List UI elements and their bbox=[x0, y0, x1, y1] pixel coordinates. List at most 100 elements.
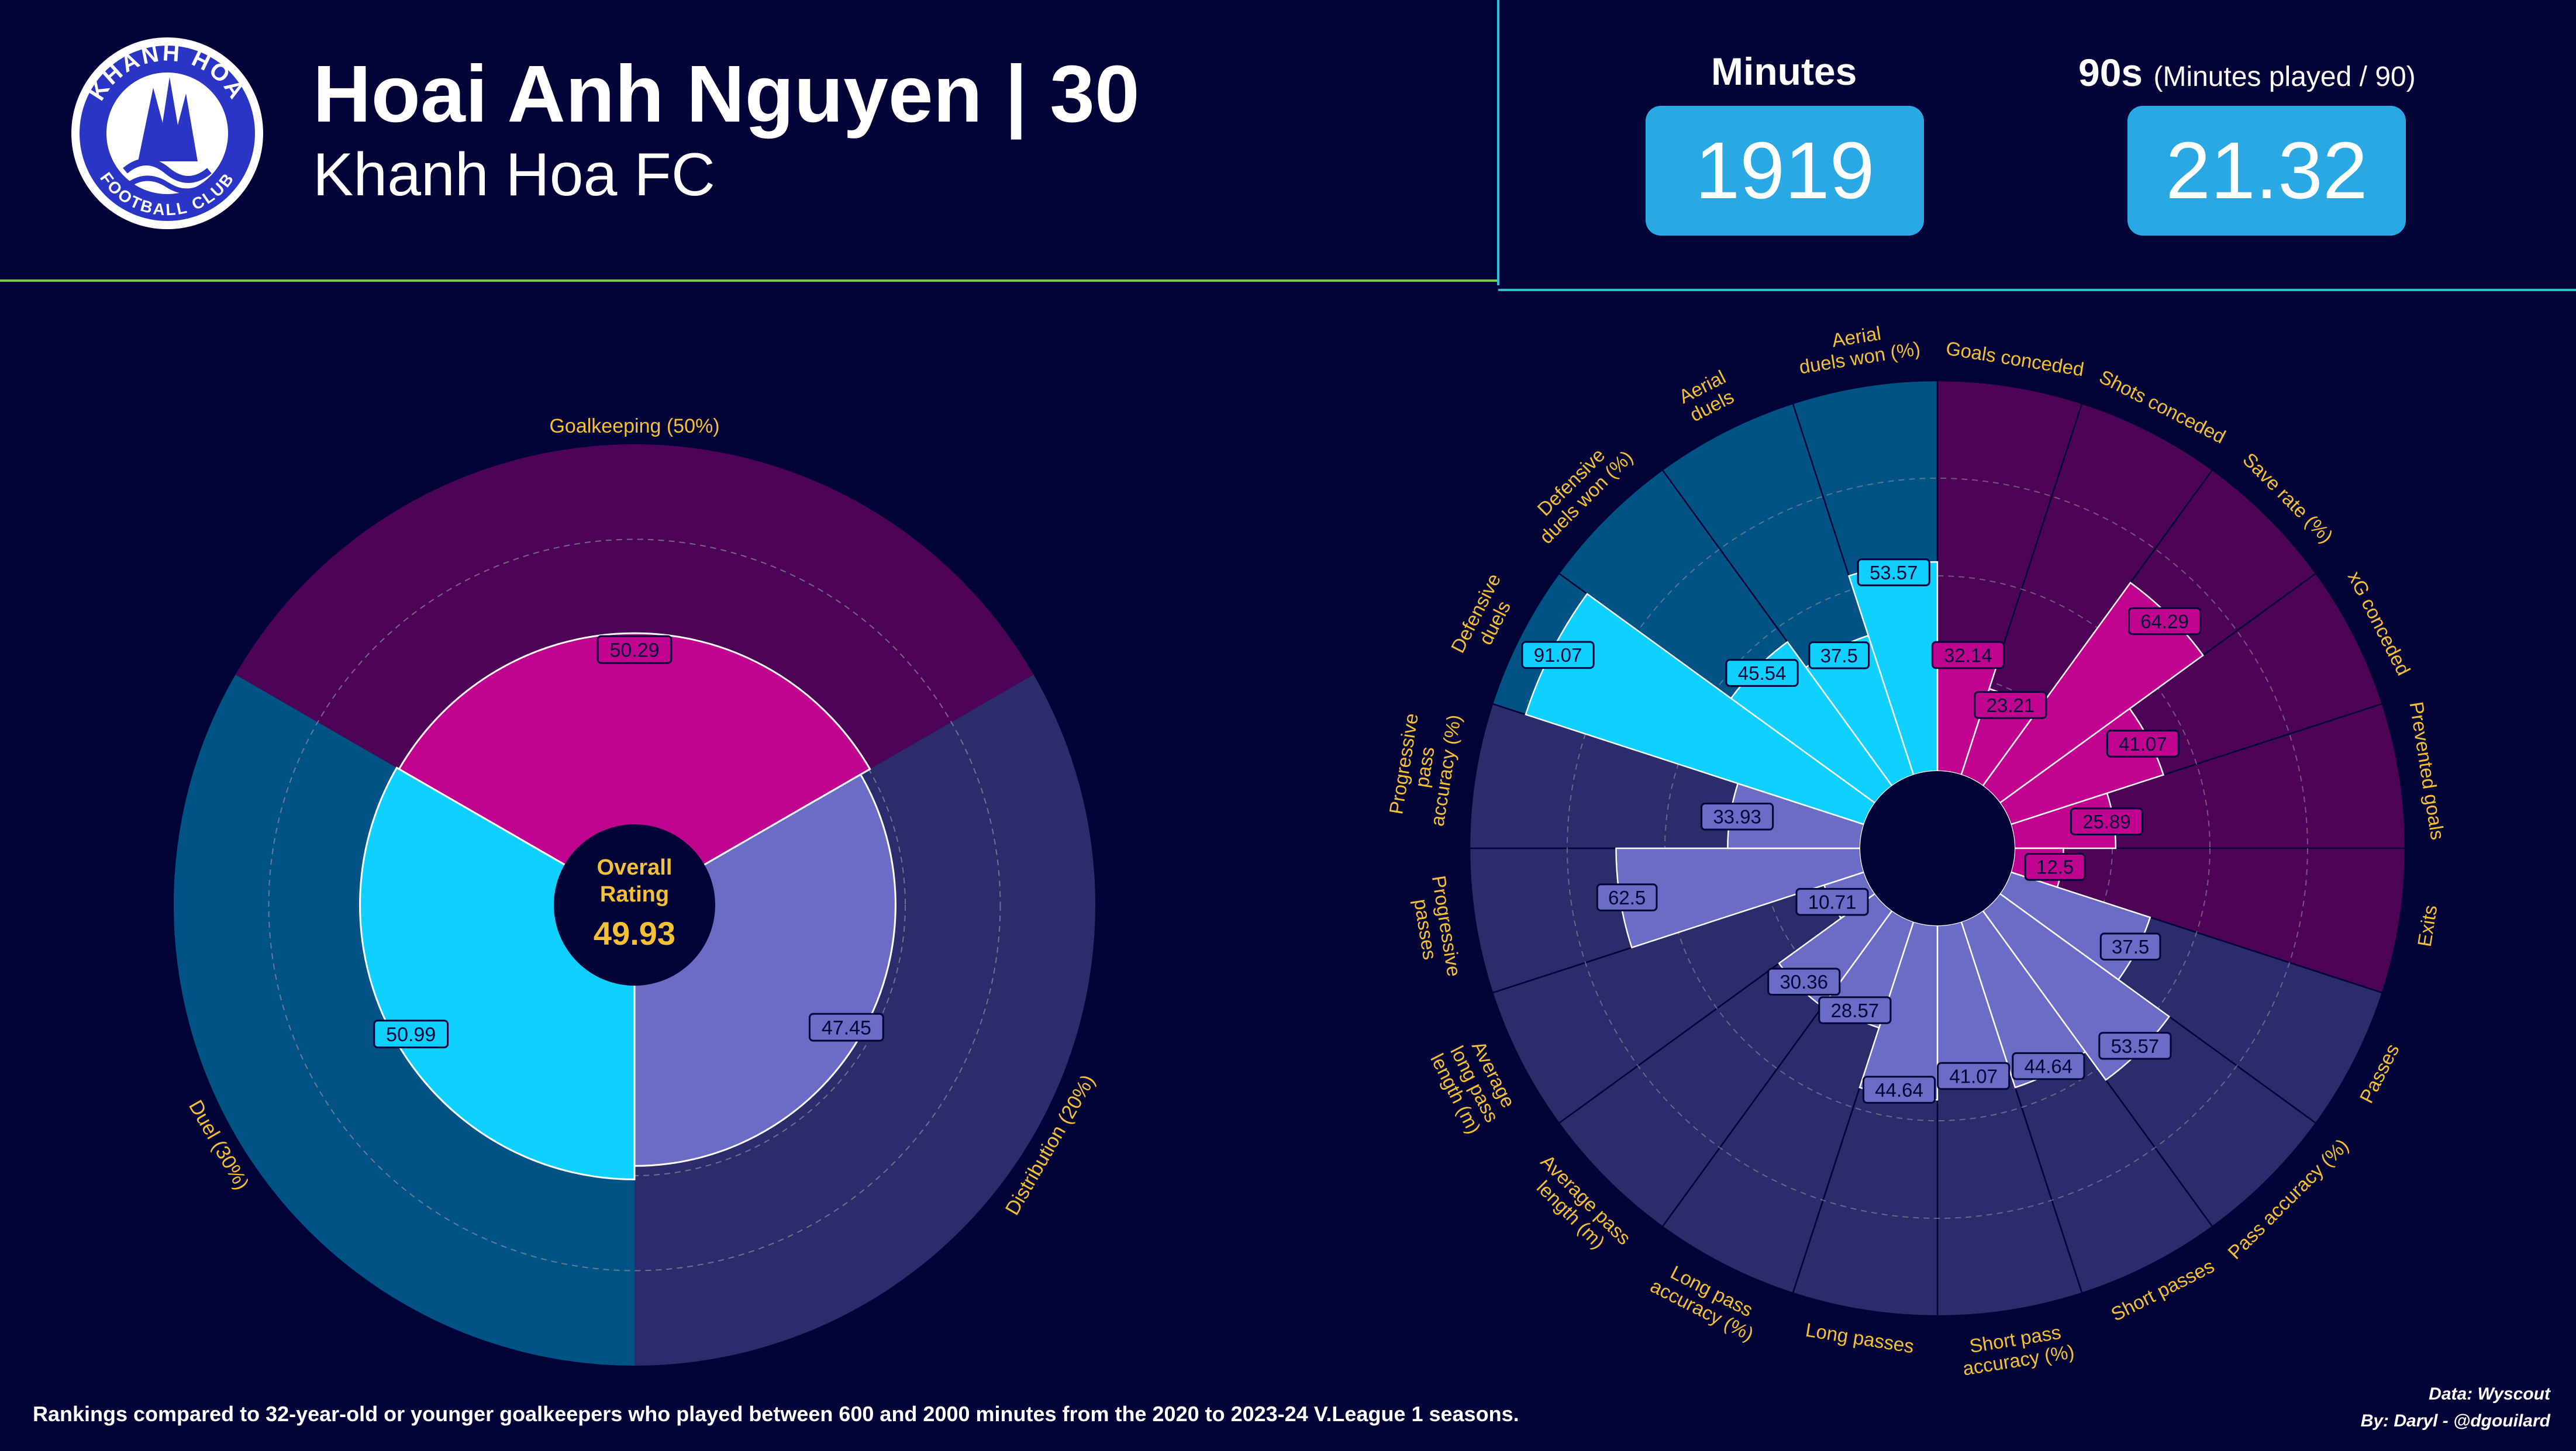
metric-value-label-box bbox=[1931, 641, 2005, 669]
nineties-label: 90s bbox=[2078, 51, 2143, 94]
metric-value-label-text: 41.07 bbox=[2119, 733, 2167, 755]
metric-value-label: 12.5 bbox=[2024, 853, 2086, 881]
metric-value-label: 28.57 bbox=[1818, 996, 1892, 1024]
metric-value-label-box bbox=[2099, 932, 2161, 961]
metric-value-label-text: 12.5 bbox=[2036, 856, 2074, 878]
nineties-label-row: 90s (Minutes played / 90) bbox=[2078, 50, 2416, 95]
metric-value-label: 41.07 bbox=[2106, 730, 2180, 758]
metric-value-label-text: 45.54 bbox=[1738, 662, 1787, 684]
metric-value-label-text: 32.14 bbox=[1944, 644, 1992, 666]
metric-value-label-box bbox=[1701, 802, 1774, 831]
metric-value-label-text: 53.57 bbox=[1870, 562, 1918, 583]
grid-ring bbox=[268, 538, 1001, 1272]
metric-value-label-text: 33.93 bbox=[1713, 806, 1761, 828]
category-name-label: Goalkeeping (50%) bbox=[549, 415, 719, 437]
metric-name-label: Exits bbox=[2413, 903, 2441, 948]
metric-value-label: 37.5 bbox=[1808, 641, 1870, 669]
metric-value-label-box bbox=[2070, 807, 2143, 835]
metric-value-label: 41.07 bbox=[1937, 1062, 2011, 1090]
category-value-label-box bbox=[596, 635, 673, 664]
category-value-label-text: 47.45 bbox=[822, 1017, 871, 1039]
metric-name-label: Aerialduels won (%) bbox=[1794, 316, 1922, 378]
metric-name-label: Passes bbox=[2356, 1040, 2403, 1106]
player-title: Hoai Anh Nguyen | 30 bbox=[313, 49, 1140, 139]
metric-value-label-box bbox=[2127, 607, 2202, 635]
metric-value-label-text: 30.36 bbox=[1780, 971, 1828, 993]
nineties-value-box: 21.32 bbox=[2127, 106, 2406, 236]
metric-value-label: 62.5 bbox=[1596, 883, 1658, 911]
metric-value-label: 37.5 bbox=[2099, 932, 2161, 961]
center-hole bbox=[1860, 771, 2015, 925]
metric-value-label-box bbox=[2024, 853, 2086, 881]
metric-value-label-text: 91.07 bbox=[1534, 644, 1582, 666]
metric-value-label: 44.64 bbox=[1863, 1076, 1936, 1104]
metric-value-label-box bbox=[1863, 1076, 1936, 1104]
metric-name-label: Long passes bbox=[1804, 1319, 1916, 1357]
category-value-label-box bbox=[808, 1013, 884, 1042]
metric-value-label: 30.36 bbox=[1767, 968, 1841, 996]
category-value-label-text: 50.99 bbox=[386, 1024, 436, 1046]
category-bar bbox=[398, 632, 871, 906]
metric-value-label-box bbox=[2106, 730, 2180, 758]
minutes-label: Minutes bbox=[1711, 50, 1857, 93]
metric-value-label-text: 44.64 bbox=[2025, 1055, 2073, 1077]
metric-name-label: Short passaccuracy (%) bbox=[1958, 1319, 2076, 1380]
metric-name-label: Defensiveduels bbox=[1447, 570, 1524, 666]
minutes-value-box: 1919 bbox=[1646, 106, 1924, 236]
metric-name-label: Progressivepassaccuracy (%) bbox=[1384, 706, 1465, 827]
team-name: Khanh Hoa FC bbox=[313, 141, 715, 209]
metric-value-label: 23.21 bbox=[1974, 691, 2047, 719]
nineties-sublabel: (Minutes played / 90) bbox=[2153, 61, 2416, 92]
overall-rating-value: 49.93 bbox=[594, 915, 675, 952]
club-crest-icon: KHANH HOA FOOTBALL CLUB bbox=[71, 37, 263, 229]
metric-value-label: 53.57 bbox=[1857, 558, 1930, 586]
metric-value-label-box bbox=[1767, 968, 1841, 996]
metric-value-label: 91.07 bbox=[1521, 641, 1595, 669]
metric-value-label-text: 25.89 bbox=[2082, 811, 2131, 832]
metric-name-label: Goals conceded bbox=[1944, 337, 2085, 381]
metric-value-label-text: 44.64 bbox=[1875, 1079, 1923, 1101]
footer-note: Rankings compared to 32-year-old or youn… bbox=[33, 1402, 1519, 1426]
metric-background-sector bbox=[1491, 847, 1938, 1124]
metric-value-label-box bbox=[1818, 996, 1892, 1024]
metric-value-label-box bbox=[2012, 1052, 2085, 1080]
metric-name-label: Progressivepasses bbox=[1407, 874, 1465, 982]
metric-value-label-text: 37.5 bbox=[1820, 645, 1858, 666]
metric-value-label-text: 53.57 bbox=[2111, 1035, 2160, 1057]
category-value-label-box bbox=[373, 1020, 449, 1049]
category-value-label-text: 50.29 bbox=[609, 639, 659, 661]
center-hole bbox=[554, 824, 715, 986]
metric-value-label-box bbox=[1596, 883, 1658, 911]
metric-name-label: Aerialduels bbox=[1675, 366, 1739, 427]
metric-name-label: Averagelong passlength (m) bbox=[1426, 1031, 1523, 1137]
metric-name-label: Prevented goals bbox=[2406, 700, 2449, 841]
metric-value-label-text: 37.5 bbox=[2112, 936, 2149, 958]
category-value-label: 47.45 bbox=[808, 1013, 884, 1042]
metric-value-label: 44.64 bbox=[2012, 1052, 2085, 1080]
metric-value-label-text: 28.57 bbox=[1831, 1000, 1880, 1021]
metric-value-label-box bbox=[1808, 641, 1870, 669]
metric-value-label-text: 23.21 bbox=[1987, 695, 2035, 716]
metric-value-label: 10.71 bbox=[1795, 887, 1869, 916]
metric-value-label-box bbox=[2098, 1032, 2172, 1060]
category-value-label: 50.29 bbox=[596, 635, 673, 664]
metric-value-label-box bbox=[1857, 558, 1930, 586]
metric-value-label-text: 64.29 bbox=[2140, 610, 2189, 632]
metric-value-label: 32.14 bbox=[1931, 641, 2005, 669]
category-value-label: 50.99 bbox=[373, 1020, 449, 1049]
metric-value-label-text: 41.07 bbox=[1949, 1065, 1998, 1087]
metric-value-label-box bbox=[1974, 691, 2047, 719]
metric-value-label-box bbox=[1795, 887, 1869, 916]
metric-value-label-text: 62.5 bbox=[1608, 887, 1646, 908]
data-source: Data: Wyscout bbox=[2429, 1384, 2550, 1404]
metric-value-label: 33.93 bbox=[1701, 802, 1774, 831]
center-caption: Rating bbox=[600, 882, 669, 907]
grid-ring bbox=[1567, 478, 2308, 1219]
metric-value-label-box bbox=[1521, 641, 1595, 669]
metric-value-label-text: 10.71 bbox=[1808, 892, 1857, 913]
center-caption: Overall bbox=[597, 855, 673, 880]
metric-value-label-box bbox=[1937, 1062, 2011, 1090]
